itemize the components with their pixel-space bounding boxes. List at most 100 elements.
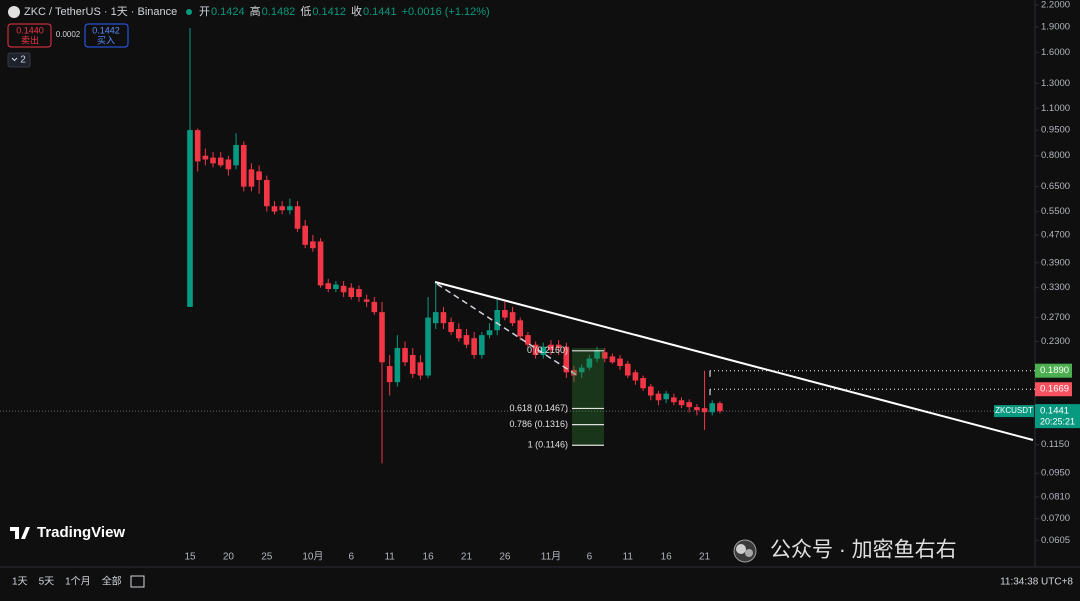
candle-body xyxy=(479,335,485,356)
candle-body xyxy=(709,403,716,413)
candle-body xyxy=(640,377,646,389)
candle-body xyxy=(671,397,677,403)
candle-body xyxy=(717,403,723,412)
price-tag xyxy=(1035,363,1072,378)
y-tick-label: 0.3300 xyxy=(1041,282,1070,293)
candle-body xyxy=(248,169,255,187)
timeframe-button[interactable]: 1天 xyxy=(12,577,28,588)
y-tick-label: 0.0810 xyxy=(1041,491,1070,502)
candle-body xyxy=(279,206,285,211)
candle-body xyxy=(409,355,416,374)
candle-body xyxy=(271,206,278,212)
fib-label: 0 (0.2160) xyxy=(527,345,568,355)
candle-body xyxy=(325,283,332,290)
candle-body xyxy=(663,393,669,400)
candle-body xyxy=(432,312,439,324)
candle-body xyxy=(394,348,401,383)
buy-button[interactable] xyxy=(84,23,129,48)
sell-button[interactable] xyxy=(7,23,52,48)
price-tag xyxy=(1035,382,1072,397)
candle-body xyxy=(686,402,692,408)
candle-body xyxy=(187,130,193,307)
candle-body xyxy=(256,171,262,180)
y-tick-label: 0.4700 xyxy=(1041,229,1070,240)
fib-label: 0.618 (0.1467) xyxy=(509,403,568,413)
timeframe-button[interactable]: 5天 xyxy=(39,577,55,588)
candle-body xyxy=(425,317,431,376)
y-tick-label: 1.1000 xyxy=(1041,103,1070,114)
candle-body xyxy=(363,299,370,302)
y-tick-label: 0.2700 xyxy=(1041,312,1070,323)
watermark: 公众号 · 加密鱼右右 xyxy=(770,539,957,562)
candle-body xyxy=(694,407,700,411)
x-tick-label: 21 xyxy=(699,552,711,563)
y-tick-label: 1.9000 xyxy=(1041,21,1070,32)
plot-area: 2.2000 1.9000 1.6000 1.3000 1.1000 0.9500 0.80… xyxy=(0,0,1070,546)
candle-body xyxy=(502,310,508,318)
fib-zone xyxy=(572,348,604,445)
last-price-tag xyxy=(1035,404,1080,429)
x-tick-label: 11月 xyxy=(541,551,561,563)
candle-body xyxy=(302,225,308,245)
ohlc-key: 收 xyxy=(351,4,362,18)
y-tick-label: 2.2000 xyxy=(1041,0,1070,11)
candle-body xyxy=(402,348,408,363)
indicator-toggle[interactable] xyxy=(7,52,31,68)
ohlc-change: +0.0016 (+1.12%) xyxy=(402,6,490,18)
y-tick-label: 0.1150 xyxy=(1041,439,1069,450)
y-tick-label: 0.8000 xyxy=(1041,150,1070,161)
y-tick-label: 0.2300 xyxy=(1041,336,1070,347)
candle-body xyxy=(440,312,447,324)
timeframe-button[interactable]: 全部 xyxy=(102,575,122,588)
candle-body xyxy=(586,358,593,368)
candle-body xyxy=(386,366,393,383)
date-range-icon[interactable] xyxy=(130,575,145,588)
y-tick-label: 0.0950 xyxy=(1041,468,1070,479)
buy-label: 买入 xyxy=(97,35,115,45)
candle-body xyxy=(601,352,608,359)
x-tick-label: 25 xyxy=(261,552,273,563)
fib-trend-line xyxy=(436,283,579,377)
candle-body xyxy=(532,344,539,356)
symbol-tag-label: ZKCUSDT xyxy=(995,406,1033,415)
countdown: 20:25:21 xyxy=(1040,416,1075,426)
x-tick-label: 21 xyxy=(461,552,473,563)
candle-body xyxy=(287,206,293,211)
symbol: ZKC / TetherUS · 1天 · Binance xyxy=(24,6,177,18)
x-tick-label: 16 xyxy=(661,552,673,563)
candle-body xyxy=(655,393,662,401)
y-tick-label: 0.0700 xyxy=(1041,513,1070,524)
candle-body xyxy=(509,312,516,324)
candle-body xyxy=(463,335,470,345)
candle-body xyxy=(217,157,224,166)
y-tick-label: 0.0605 xyxy=(1041,535,1070,546)
candle-body xyxy=(486,330,493,336)
sell-price: 0.1440 xyxy=(16,25,44,35)
buy-price: 0.1442 xyxy=(92,25,120,35)
candle-body xyxy=(525,335,531,345)
timeframe-button[interactable]: 1个月 xyxy=(65,576,91,588)
trend-line xyxy=(434,281,1034,441)
candle-body xyxy=(310,241,316,249)
price-tag-label: 0.1669 xyxy=(1040,384,1069,395)
symbol-tag xyxy=(994,405,1034,418)
ohlc-header: 开 0.1424 高 0.1482 低 0.1412 收 0.1441 +0.0016 (+1.… xyxy=(199,4,490,18)
candle-body xyxy=(648,386,654,396)
ohlc-value: 0.1482 xyxy=(262,6,296,18)
candle-body xyxy=(225,159,232,170)
x-tick-label: 10月 xyxy=(302,551,323,563)
indicator-count: 2 xyxy=(20,55,26,66)
candle-body xyxy=(555,344,562,349)
y-tick-label: 1.6000 xyxy=(1041,47,1070,58)
candle-body xyxy=(448,322,454,333)
candle-body xyxy=(517,320,524,337)
spread: 0.0002 xyxy=(56,30,81,39)
candle-body xyxy=(317,241,324,286)
candle-body xyxy=(701,408,708,413)
candle-body xyxy=(264,179,270,207)
x-tick-label: 6 xyxy=(348,552,354,563)
candle-body xyxy=(578,367,585,373)
y-tick-label: 0.5500 xyxy=(1041,206,1070,217)
